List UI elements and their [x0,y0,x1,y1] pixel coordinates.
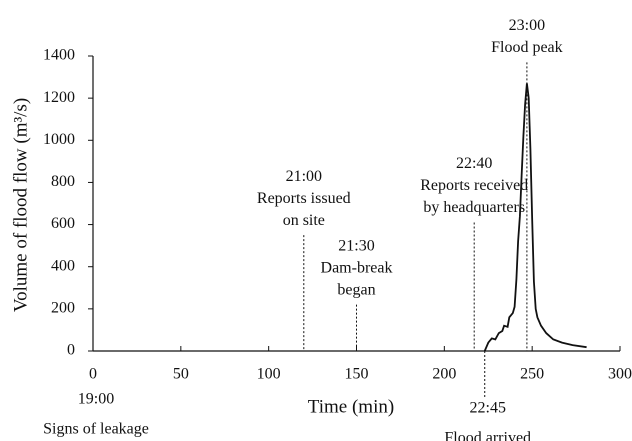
x-tick-label: 300 [608,366,632,383]
annotation-text: Reports issued [257,190,351,207]
y-tick-label: 0 [67,342,75,359]
y-axis-label: Volume of flood flow (m³/s) [10,98,31,312]
y-tick-label: 400 [51,257,75,274]
annotation-text: Flood arrived [444,430,531,441]
annotation-text: 21:30 [338,237,374,254]
annotation-text: Flood peak [491,39,563,56]
x-axis-label: Time (min) [308,396,394,417]
x-tick-label: 50 [173,366,189,383]
y-tick-label: 800 [51,173,75,190]
x-tick-label: 100 [257,366,281,383]
annotation-text: 19:00 [78,391,114,408]
flow-line [483,83,587,352]
y-tick-label: 1400 [43,47,75,64]
annotation-text: 22:40 [456,155,492,172]
annotation-text: on site [283,212,325,229]
annotation-text: began [337,281,375,298]
y-tick-label: 1000 [43,131,75,148]
annotation-text: 22:45 [470,400,506,417]
y-tick-label: 600 [51,215,75,232]
annotation-text: 21:00 [286,168,322,185]
y-tick-label: 1200 [43,89,75,106]
y-tick-label: 200 [51,300,75,317]
annotation-text: Reports received [420,177,528,194]
x-tick-label: 200 [432,366,456,383]
x-tick-label: 250 [520,366,544,383]
annotation-text: Dam-break [321,259,393,276]
x-tick-label: 0 [89,366,97,383]
x-tick-label: 150 [345,366,369,383]
annotation-text: by headquarters [423,199,525,216]
annotation-text: 23:00 [509,17,545,34]
annotation-text: Signs of leakage [43,421,149,438]
